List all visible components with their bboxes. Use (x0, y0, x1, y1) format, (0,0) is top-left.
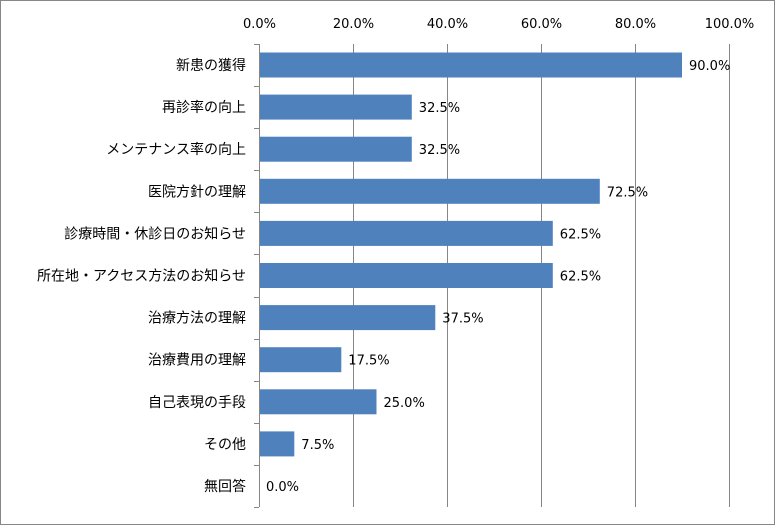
data-label: 72.5% (607, 185, 648, 200)
category-label: 再診率の向上 (162, 99, 246, 116)
bar (260, 347, 342, 373)
x-tick-label: 100.0% (705, 17, 755, 32)
bar (260, 431, 295, 457)
data-labels: 90.0% 32.5% 32.5% 72.5% 62.5% 62.5% 37.5% 17.5%… (266, 59, 730, 495)
category-label: メンテナンス率の向上 (106, 141, 246, 158)
data-label: 25.0% (384, 396, 425, 411)
category-label: 診療時間・休診日のお知らせ (64, 225, 246, 242)
category-label: 所在地・アクセス方法のお知らせ (37, 268, 246, 285)
data-label: 62.5% (560, 270, 601, 285)
data-label: 62.5% (560, 227, 601, 242)
bar (260, 178, 600, 204)
bars (260, 52, 682, 457)
data-label: 17.5% (348, 354, 389, 369)
category-label: 新患の獲得 (176, 57, 246, 74)
x-tick-label: 80.0% (615, 17, 656, 32)
category-label: 治療方法の理解 (148, 310, 246, 327)
data-label: 37.5% (442, 312, 483, 327)
x-tick-label: 60.0% (521, 17, 562, 32)
value-axis-tick-labels: 0.0% 20.0% 40.0% 60.0% 80.0% 100.0% (243, 17, 754, 32)
x-tick-label: 0.0% (243, 17, 276, 32)
data-label: 90.0% (689, 59, 730, 74)
category-axis (254, 44, 260, 508)
data-label: 0.0% (266, 480, 299, 495)
data-label: 32.5% (419, 143, 460, 158)
category-label: 治療費用の理解 (148, 352, 246, 369)
data-label: 32.5% (419, 101, 460, 116)
bar (260, 305, 436, 331)
category-label: 無回答 (204, 478, 246, 495)
category-labels: 新患の獲得再診率の向上メンテナンス率の向上医院方針の理解診療時間・休診日のお知ら… (37, 57, 246, 495)
x-tick-label: 20.0% (333, 17, 374, 32)
data-label: 7.5% (301, 438, 334, 453)
x-tick-label: 40.0% (427, 17, 468, 32)
bar (260, 52, 682, 78)
bar (260, 389, 377, 415)
bar (260, 220, 553, 246)
bar (260, 136, 412, 162)
category-label: 医院方針の理解 (148, 184, 246, 200)
bar (260, 263, 553, 288)
category-label: その他 (204, 437, 246, 453)
bar (260, 94, 412, 120)
category-label: 自己表現の手段 (148, 395, 246, 411)
